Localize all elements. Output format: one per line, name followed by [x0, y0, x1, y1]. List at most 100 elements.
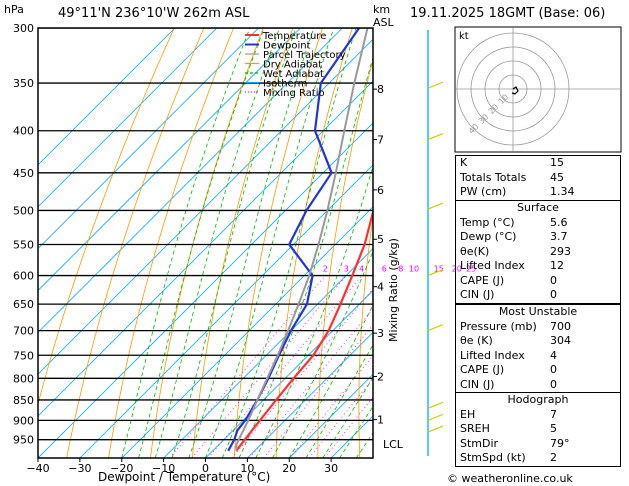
pressure-tick-label: 550 — [13, 238, 34, 251]
isotherm-line — [38, 28, 343, 333]
index-row: Pressure (mb) 700 — [460, 319, 571, 333]
datetime-title: 19.11.2025 18GMT (Base: 06) — [410, 6, 606, 21]
dry-adiabat-line — [399, 28, 442, 458]
wet-adiabat-line — [138, 28, 265, 458]
km-unit-label: km — [373, 3, 391, 16]
isotherm-line — [163, 248, 373, 458]
mixing-ratio-label: 4 — [359, 265, 364, 274]
mixing-ratio-label: 10 — [409, 265, 419, 274]
surface-title: Surface — [517, 201, 559, 214]
pressure-tick-label: 450 — [13, 167, 34, 180]
isotherm-line — [121, 206, 373, 458]
pressure-tick-label: 600 — [13, 270, 34, 283]
pressure-tick-label: 900 — [13, 414, 34, 427]
wind-barb — [427, 324, 444, 332]
isotherm-line — [38, 80, 373, 417]
pressure-tick-label: 400 — [13, 125, 34, 138]
wind-barb — [427, 133, 444, 141]
x-axis-label: Dewpoint / Temperature (°C) — [98, 470, 271, 484]
mixing-ratio-label: 6 — [382, 265, 387, 274]
index-row: K 15 — [460, 156, 564, 169]
isotherm-line — [38, 28, 301, 292]
pressure-tick-label: 950 — [13, 434, 34, 447]
wind-barb — [427, 202, 444, 210]
x-tick-label: −40 — [26, 462, 49, 475]
mixing-ratio-label: 8 — [398, 265, 403, 274]
wet-adiabat-line — [188, 28, 315, 458]
km-tick-label: 3 — [377, 327, 384, 340]
plot-area — [38, 28, 442, 458]
mixing-ratio-label: 25 — [466, 265, 476, 274]
index-row: PW (cm) 1.34 — [460, 185, 575, 198]
index-row: SREH 5 — [460, 422, 557, 435]
mixing-ratio-label: 20 — [452, 265, 462, 274]
pressure-tick-label: 650 — [13, 298, 34, 311]
isotherm-line — [289, 373, 373, 458]
x-tick-label: −20 — [110, 462, 133, 475]
index-row: CAPE (J) 0 — [460, 273, 557, 287]
index-row: StmDir 79° — [460, 436, 570, 450]
mixing-ratio-line — [191, 275, 347, 458]
wet-adiabat-line — [322, 376, 373, 458]
index-row: CIN (J) 0 — [460, 288, 557, 301]
mixing-ratio-line — [308, 378, 373, 458]
wet-adiabat-line — [339, 405, 373, 458]
hodograph-frame — [454, 26, 622, 153]
wet-adiabat-line — [272, 250, 373, 458]
legend-label: Isotherm — [263, 79, 307, 90]
km-tick-label: 5 — [377, 233, 384, 246]
x-tick-label: 10 — [240, 462, 254, 475]
general-indices-box: K 15 Totals Totals 45 PW (cm) 1.34 — [455, 155, 621, 201]
wet-adiabat-line — [171, 28, 297, 458]
km-tick-label: 7 — [377, 134, 384, 147]
km-tick-label: 2 — [377, 371, 384, 384]
legend-label: Mixing Ratio — [263, 88, 325, 99]
legend-label: Parcel Trajectory — [263, 50, 346, 61]
isotherm-line — [205, 289, 373, 458]
wind-barb — [427, 413, 444, 421]
lcl-label: LCL — [383, 438, 404, 451]
index-row: θe (K) 304 — [460, 334, 571, 347]
dry-adiabat-line — [358, 213, 373, 458]
x-tick-label: −30 — [68, 462, 91, 475]
wind-barb — [427, 269, 444, 277]
isotherm-line — [38, 38, 373, 375]
index-row: StmSpd (kt) 2 — [460, 451, 557, 464]
mixing-ratio-line — [231, 288, 373, 458]
most-unstable-box: Most Unstable Pressure (mb) 700 θe (K) 304… — [455, 304, 621, 393]
series-temperature — [235, 207, 373, 452]
pressure-tick-label: 700 — [13, 325, 34, 338]
legend-label: Temperature — [262, 31, 326, 42]
pressure-tick-label: 850 — [13, 394, 34, 407]
index-row: CAPE (J) 0 — [460, 363, 557, 376]
pressure-tick-label: 750 — [13, 349, 34, 362]
km-tick-label: 8 — [377, 83, 384, 96]
legend-label: Wet Adiabat — [263, 69, 324, 80]
mixing-ratio-line — [249, 308, 373, 458]
km-tick-label: 4 — [377, 281, 384, 294]
location-title: 49°11'N 236°10'W 262m ASL — [58, 6, 250, 21]
surface-box: Surface Temp (°C) 5.6 Dewp (°C) 3.7 θe(K) 2… — [455, 200, 621, 304]
isotherm-line — [247, 331, 373, 458]
index-row: Lifted Index 12 — [460, 259, 564, 272]
copyright: © weatheronline.co.uk — [447, 472, 573, 485]
index-row: θe(K) 293 — [460, 244, 571, 258]
km-tick-label: 6 — [377, 184, 384, 197]
index-row: EH 7 — [460, 407, 557, 421]
x-tick-label: 30 — [324, 462, 338, 475]
asl-label: ASL — [373, 16, 394, 29]
wind-barb — [427, 425, 444, 433]
wet-adiabat-line — [121, 28, 251, 458]
index-row: Lifted Index 4 — [460, 348, 557, 362]
x-tick-label: 0 — [202, 462, 209, 475]
hodograph-title: Hodograph — [507, 393, 569, 406]
wind-barb — [427, 401, 444, 409]
x-tick-label: 20 — [282, 462, 296, 475]
wet-adiabat-line — [154, 28, 280, 458]
index-row: Dewp (°C) 3.7 — [460, 230, 568, 243]
wet-adiabat-line — [238, 56, 373, 458]
hodograph-trace — [511, 86, 519, 95]
pressure-tick-label: 350 — [13, 77, 34, 90]
mixing-ratio-label: 2 — [323, 265, 328, 274]
